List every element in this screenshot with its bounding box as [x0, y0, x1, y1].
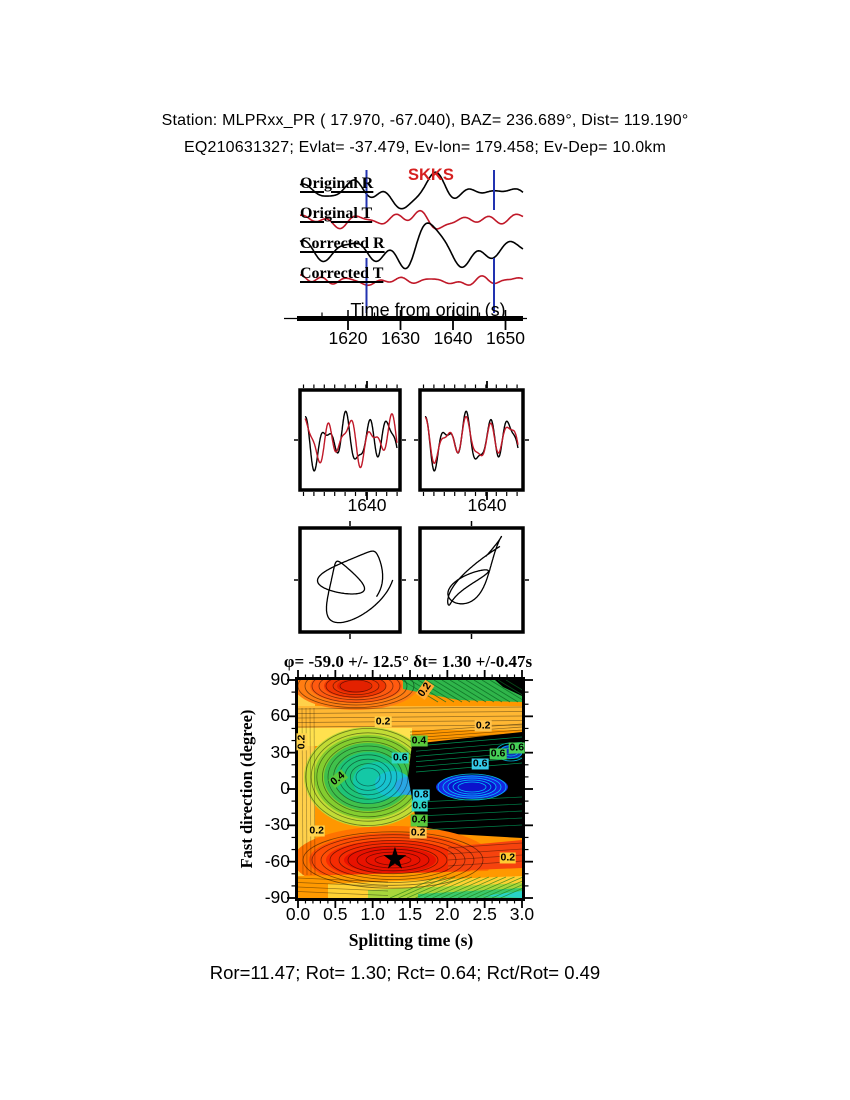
contour-xtick-1.5: 1.5 [397, 904, 423, 924]
best-fit-star: ★ [381, 842, 409, 876]
contour-xtick-0.5: 0.5 [323, 904, 348, 924]
station-info-line: Station: MLPRxx_PR ( 17.970, -67.040), B… [161, 112, 689, 129]
contour-level-label-9: 0.6 [508, 741, 526, 754]
contour-heatmap [298, 680, 522, 898]
trace-label-2: Corrected R [300, 235, 385, 252]
contour-xtick-2.5: 2.5 [472, 904, 497, 924]
trace-label-3: Corrected T [300, 265, 384, 282]
contour-title: φ= -59.0 +/- 12.5° δt= 1.30 +/-0.47s [283, 652, 533, 671]
quality-metrics: Ror=11.47; Rot= 1.30; Rct= 0.64; Rct/Rot… [209, 962, 601, 983]
contour-ytick-0: 0 [280, 777, 290, 798]
contour-ytick-60: 60 [270, 705, 290, 726]
time-tick-1620: 1620 [328, 328, 368, 348]
contour-xtick-0.0: 0.0 [285, 904, 311, 924]
contour-level-label-15: 0.2 [308, 824, 325, 837]
contour-xlabel: Splitting time (s) [348, 930, 474, 950]
contour-level-label-11: 0.6 [411, 799, 429, 812]
contour-level-label-7: 0.6 [471, 757, 489, 770]
contour-level-label-0: 0.2 [374, 715, 392, 728]
phase-label: SKKS [408, 166, 454, 184]
contour-ytick--30: -30 [264, 814, 290, 835]
time-tick-1650: 1650 [486, 328, 525, 348]
contour-level-label-8: 0.6 [489, 747, 507, 760]
trace-label-1: Original T [300, 205, 373, 222]
pair-tick-0: 1640 [347, 495, 387, 515]
contour-ytick-90: 90 [270, 669, 290, 689]
time-tick-1630: 1630 [381, 328, 420, 348]
contour-xtick-1.0: 1.0 [360, 904, 385, 924]
contour-ytick-30: 30 [270, 741, 290, 762]
contour-level-label-14: 0.2 [499, 851, 517, 864]
contour-xtick-2.0: 2.0 [435, 904, 460, 924]
contour-level-label-5: 0.4 [410, 734, 428, 747]
time-tick-1640: 1640 [433, 328, 473, 348]
contour-ytick--60: -60 [264, 850, 290, 871]
time-axis-title: Time from origin (s) [350, 300, 506, 320]
contour-level-label-1: 0.2 [474, 719, 492, 732]
contour-level-label-3: 0.2 [295, 733, 308, 751]
trace-label-0: Original R [300, 175, 374, 192]
contour-level-label-6: 0.6 [391, 750, 409, 764]
contour-level-label-13: 0.2 [409, 826, 427, 839]
contour-level-label-10: 0.8 [412, 788, 430, 801]
contour-xtick-3.0: 3.0 [509, 904, 535, 924]
contour-ylabel: Fast direction (degree) [236, 709, 256, 869]
event-info-line: EQ210631327; Evlat= -37.479, Ev-lon= 179… [183, 139, 667, 156]
contour-level-label-12: 0.4 [410, 813, 428, 826]
pair-tick-1: 1640 [467, 495, 507, 515]
contour-ytick--90: -90 [264, 886, 290, 907]
